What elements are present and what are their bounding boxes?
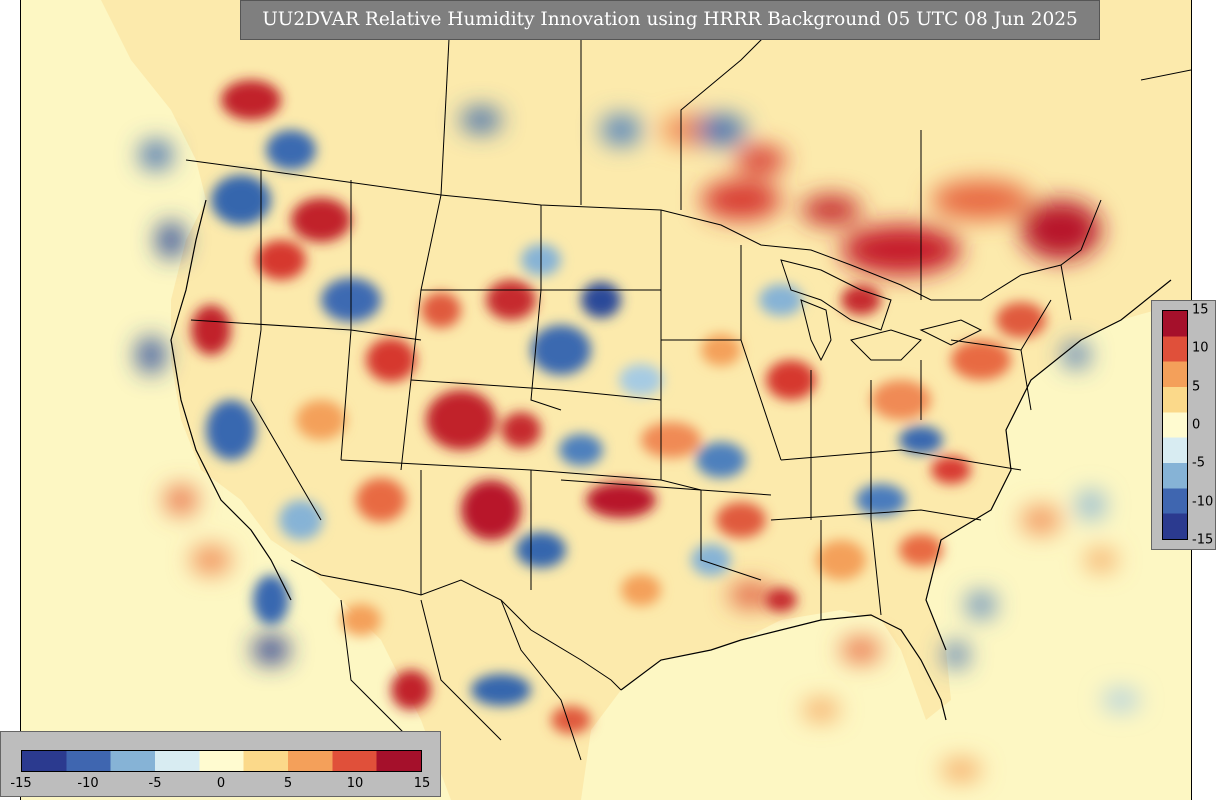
colorbar-vertical-tick: 0 xyxy=(1192,417,1201,433)
colorbar-vertical-tick: -10 xyxy=(1192,494,1214,510)
colorbar-horizontal-tick: 15 xyxy=(413,776,431,791)
colorbar-horizontal-tick: -10 xyxy=(77,776,99,791)
colorbar-vertical-tick: 10 xyxy=(1192,340,1209,356)
innovation-blobs-smooth xyxy=(137,108,1139,780)
land-mass xyxy=(101,0,1191,800)
colorbar-vertical-tick: 15 xyxy=(1192,302,1209,318)
colorbar-vertical-tick: -15 xyxy=(1192,532,1214,548)
humidity-innovation-map xyxy=(21,0,1191,800)
colorbar-vertical-tick: -5 xyxy=(1192,455,1205,471)
colorbar-horizontal-tick: 10 xyxy=(346,776,364,791)
colorbar-horizontal-gradient xyxy=(21,750,422,772)
colorbar-horizontal-tick: 5 xyxy=(283,776,293,791)
innovation-blobs-detail xyxy=(191,80,1046,734)
map-panel xyxy=(20,0,1192,800)
colorbar-vertical: 15 10 5 0 -5 -10 -15 xyxy=(1151,300,1216,550)
colorbar-horizontal: -15 -10 -5 0 5 10 15 xyxy=(0,731,441,797)
colorbar-vertical-tick: 5 xyxy=(1192,379,1201,395)
map-title: UU2DVAR Relative Humidity Innovation usi… xyxy=(240,0,1100,40)
colorbar-horizontal-tick: 0 xyxy=(216,776,226,791)
colorbar-horizontal-tick: -15 xyxy=(10,776,32,791)
colorbar-vertical-gradient xyxy=(1162,310,1188,540)
state-country-boundaries xyxy=(170,0,1191,761)
colorbar-horizontal-tick: -5 xyxy=(148,776,162,791)
